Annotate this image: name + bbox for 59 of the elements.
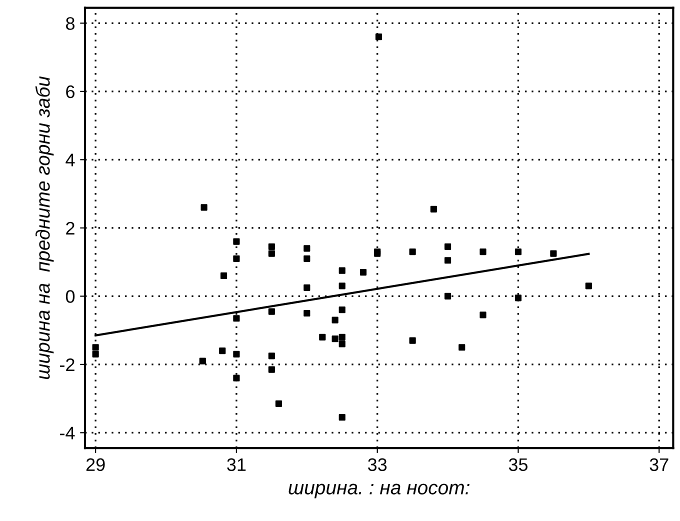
point <box>480 248 486 256</box>
point <box>444 257 452 264</box>
point <box>332 336 338 342</box>
y-tick-label: 0 <box>66 290 75 303</box>
point <box>268 243 275 250</box>
point <box>92 350 99 358</box>
point <box>268 352 275 360</box>
point <box>275 400 282 407</box>
point <box>304 245 310 252</box>
point <box>444 243 452 250</box>
x-tick-label: 33 <box>368 458 387 472</box>
point <box>360 269 367 276</box>
x-axis-title: ширина. : на носот: <box>288 484 470 498</box>
point <box>92 344 99 351</box>
point <box>304 310 310 317</box>
point <box>550 250 557 257</box>
point <box>375 34 382 40</box>
x-tick-label: 29 <box>86 458 105 472</box>
point <box>338 414 346 421</box>
point <box>444 292 452 300</box>
point <box>409 248 416 256</box>
point <box>200 204 208 211</box>
point <box>268 308 275 315</box>
y-tick-label: -4 <box>60 426 75 440</box>
point <box>199 358 206 364</box>
point <box>480 312 486 318</box>
point <box>514 248 522 256</box>
point <box>338 267 346 274</box>
point <box>268 366 275 373</box>
y-axis-title: ширина на предните горни заби <box>35 76 54 380</box>
y-tick-label: 4 <box>66 154 75 166</box>
y-tick-label: 8 <box>66 17 74 30</box>
point <box>514 294 522 302</box>
y-tick-label: 2 <box>66 222 74 234</box>
y-tick-label: -2 <box>60 358 74 371</box>
y-tick-label: 6 <box>66 85 74 98</box>
x-tick-label: 31 <box>227 458 246 472</box>
point <box>338 340 346 348</box>
point <box>220 272 228 280</box>
point <box>319 334 326 340</box>
point <box>338 306 346 314</box>
point <box>233 238 240 245</box>
point <box>585 282 592 290</box>
point <box>233 374 240 382</box>
point <box>458 344 466 351</box>
point <box>233 315 240 322</box>
point <box>430 206 437 212</box>
point <box>233 255 240 262</box>
point <box>304 284 310 291</box>
point <box>338 282 346 290</box>
point <box>332 316 338 324</box>
point <box>338 334 346 340</box>
x-tick-label: 35 <box>508 458 528 472</box>
point <box>219 348 226 354</box>
point <box>233 350 240 358</box>
point <box>268 250 275 257</box>
x-tick-label: 37 <box>650 458 668 472</box>
point <box>304 255 310 262</box>
point <box>409 337 416 344</box>
